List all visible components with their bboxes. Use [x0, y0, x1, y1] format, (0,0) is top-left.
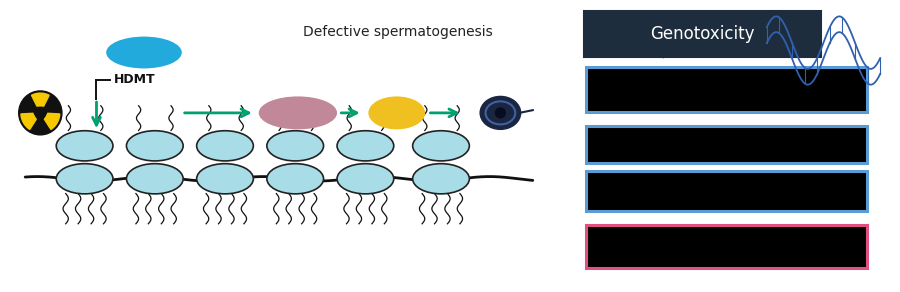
FancyBboxPatch shape [584, 11, 821, 57]
Ellipse shape [259, 96, 337, 129]
Ellipse shape [106, 36, 182, 68]
Ellipse shape [126, 164, 184, 194]
Text: Genotoxicity: Genotoxicity [650, 25, 755, 43]
Ellipse shape [266, 164, 324, 194]
Polygon shape [21, 113, 36, 129]
FancyBboxPatch shape [586, 225, 867, 268]
Text: Defective spermatogenesis: Defective spermatogenesis [303, 25, 492, 39]
FancyBboxPatch shape [586, 171, 867, 211]
FancyBboxPatch shape [586, 67, 867, 112]
Circle shape [496, 108, 505, 118]
Text: HDMT: HDMT [113, 74, 156, 86]
Text: DSB: DSB [19, 106, 50, 119]
Ellipse shape [337, 131, 394, 161]
Ellipse shape [196, 131, 254, 161]
Polygon shape [44, 113, 59, 129]
Ellipse shape [412, 164, 470, 194]
Text: Spr-5: Spr-5 [125, 46, 163, 59]
Ellipse shape [126, 131, 184, 161]
Ellipse shape [337, 164, 394, 194]
Circle shape [19, 91, 62, 135]
Ellipse shape [412, 131, 470, 161]
Ellipse shape [266, 131, 324, 161]
Circle shape [35, 107, 46, 118]
Ellipse shape [56, 164, 113, 194]
Ellipse shape [56, 131, 113, 161]
Text: msp: msp [382, 106, 411, 119]
Ellipse shape [481, 96, 520, 129]
Ellipse shape [196, 164, 254, 194]
FancyBboxPatch shape [586, 126, 867, 163]
Polygon shape [32, 93, 50, 106]
Text: Set-17: Set-17 [274, 106, 321, 119]
Ellipse shape [368, 96, 425, 129]
